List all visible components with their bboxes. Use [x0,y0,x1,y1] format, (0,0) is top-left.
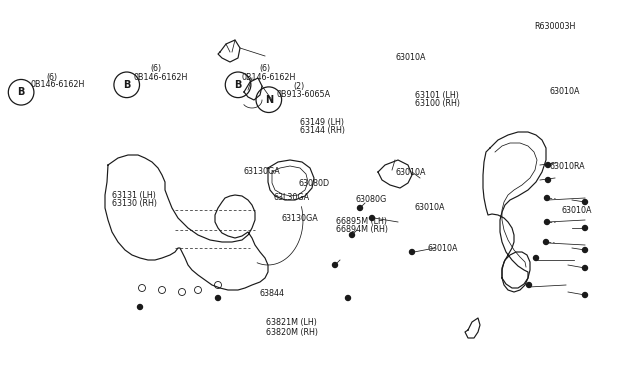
Circle shape [333,263,337,267]
Text: 63144 (RH): 63144 (RH) [300,126,344,135]
Circle shape [543,240,548,244]
Text: R630003H: R630003H [534,22,576,31]
Text: 63130GA: 63130GA [243,167,280,176]
Text: 63149 (LH): 63149 (LH) [300,118,344,127]
Text: (6): (6) [150,64,161,73]
Text: 63010A: 63010A [396,53,426,62]
Circle shape [545,163,550,167]
Text: 63821M (LH): 63821M (LH) [266,318,316,327]
Text: 63080D: 63080D [299,179,330,188]
Text: 66895M (LH): 66895M (LH) [336,217,387,226]
Text: 63100 (RH): 63100 (RH) [415,99,460,108]
Text: 63L30GA: 63L30GA [273,193,309,202]
Text: (2): (2) [293,82,305,91]
Circle shape [369,215,374,221]
Circle shape [582,266,588,270]
Text: 63010A: 63010A [396,169,426,177]
Text: 66894M (RH): 66894M (RH) [336,225,388,234]
Text: B: B [123,80,131,90]
Text: B: B [234,80,242,90]
Text: 63080G: 63080G [356,195,387,203]
Circle shape [582,199,588,205]
Circle shape [582,247,588,253]
Text: 63010A: 63010A [562,206,593,215]
Circle shape [349,232,355,237]
Text: 63010A: 63010A [415,203,445,212]
Text: 0B913-6065A: 0B913-6065A [276,90,331,99]
Circle shape [582,292,588,298]
Circle shape [534,256,538,260]
Circle shape [138,305,143,310]
Circle shape [216,295,221,301]
Text: 63131 (LH): 63131 (LH) [112,191,156,200]
Circle shape [545,219,550,224]
Text: (6): (6) [46,73,57,81]
Text: (6): (6) [259,64,270,73]
Text: B: B [17,87,25,97]
Text: 63010RA: 63010RA [549,162,585,171]
Text: 63130GA: 63130GA [282,214,318,223]
Text: 63101 (LH): 63101 (LH) [415,92,459,100]
Circle shape [527,282,531,288]
Text: 63010A: 63010A [549,87,580,96]
Text: 0B146-6162H: 0B146-6162H [133,73,188,81]
Text: 63010A: 63010A [428,244,458,253]
Circle shape [545,177,550,183]
Text: 63130 (RH): 63130 (RH) [112,199,157,208]
Text: 0B146-6162H: 0B146-6162H [31,80,85,89]
Text: 63844: 63844 [259,289,284,298]
Circle shape [545,196,550,201]
Text: N: N [265,95,273,105]
Circle shape [346,295,351,301]
Text: 63820M (RH): 63820M (RH) [266,328,317,337]
Circle shape [410,250,415,254]
Circle shape [582,225,588,231]
Text: 0B146-6162H: 0B146-6162H [242,73,296,81]
Circle shape [358,205,362,211]
